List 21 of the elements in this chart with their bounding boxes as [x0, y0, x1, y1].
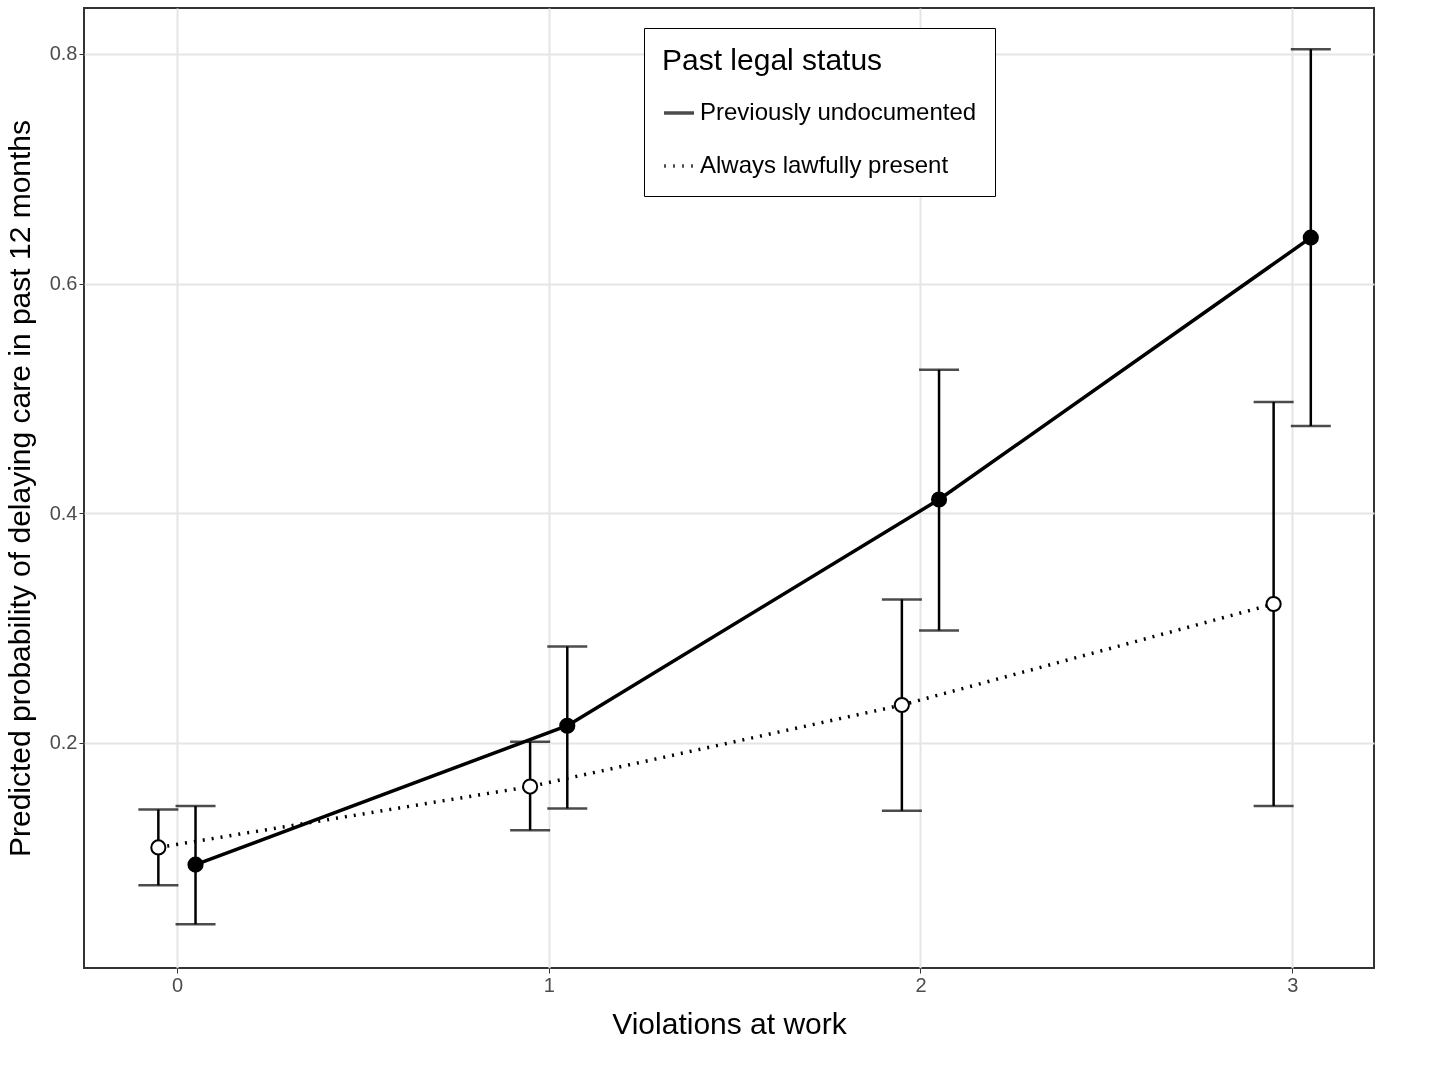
legend-label: Previously undocumented	[700, 98, 977, 125]
legend-label: Always lawfully present	[700, 151, 949, 178]
x-tick-label: 3	[1287, 973, 1299, 996]
y-tick-label: 0.2	[49, 731, 78, 754]
x-tick-label: 0	[171, 973, 183, 996]
x-axis-title: Violations at work	[612, 1006, 848, 1040]
point	[522, 778, 539, 795]
point	[150, 839, 167, 856]
point	[1302, 229, 1319, 246]
legend-title: Past legal status	[662, 43, 883, 76]
y-axis-title: Predicted probability of delaying care in past 12 months	[2, 119, 36, 858]
point	[893, 696, 910, 714]
x-tick-label: 2	[915, 973, 927, 996]
x-tick-label: 1	[543, 973, 555, 996]
point	[1265, 595, 1282, 613]
point	[930, 491, 948, 508]
y-tick-label: 0.8	[49, 42, 78, 65]
y-tick-label: 0.4	[49, 501, 78, 524]
point	[559, 717, 576, 734]
y-tick-label: 0.6	[49, 272, 78, 295]
point	[187, 856, 204, 873]
